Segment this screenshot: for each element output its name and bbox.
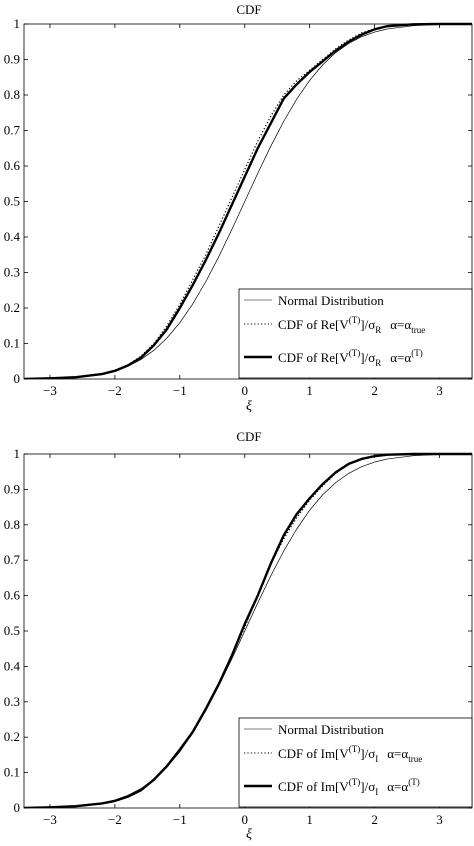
y-tick-label: 0.2 [4, 729, 20, 744]
x-tick-label: 3 [436, 383, 443, 398]
legend-label-normal: Normal Distribution [278, 722, 384, 737]
chart-title: CDF [236, 2, 261, 17]
x-tick-label: −2 [108, 383, 122, 398]
legend-label-normal: Normal Distribution [278, 293, 384, 308]
y-tick-label: 0.8 [4, 87, 20, 102]
y-tick-label: 0.9 [4, 52, 20, 67]
plot-area: −3 −2 −1 0 1 2 3 0 0.1 0.2 0.3 0.4 0.5 0.6 0.7 0.8 0.9 1 [4, 16, 473, 398]
y-tick-label: 0.6 [4, 588, 21, 603]
x-axis-label: ξ [246, 827, 252, 842]
y-tick-label: 0 [14, 371, 21, 386]
x-tick-label: 3 [436, 812, 443, 827]
y-tick-label: 0.3 [4, 265, 20, 280]
x-tick-label: 0 [242, 812, 249, 827]
legend-box [238, 288, 473, 379]
y-tick-label: 0.5 [4, 623, 20, 638]
x-tick-label: 1 [306, 383, 313, 398]
y-tick-label: 0.9 [4, 481, 20, 496]
y-tick-label: 0.7 [4, 123, 21, 138]
y-tick-label: 0.2 [4, 300, 20, 315]
series-line-estimated-alpha [24, 22, 472, 379]
legend: Normal Distribution CDF of Im[V(T)]/σI α=… [238, 717, 473, 808]
y-tick-label: 0.1 [4, 336, 20, 351]
x-tick-label: 1 [306, 812, 313, 827]
y-tick-label: 0 [14, 800, 21, 815]
y-tick-label: 0.4 [4, 658, 21, 673]
legend-box [238, 717, 473, 808]
x-tick-label: −3 [43, 812, 57, 827]
series-line-estimated-alpha [24, 452, 472, 808]
legend-label-estimated: CDF of Re[V(T)]/σR α=α(T) [278, 348, 423, 368]
y-tick-label: 0.6 [4, 158, 21, 173]
plot-area: −3 −2 −1 0 1 2 3 0 0.1 0.2 0.3 0.4 0.5 0.6 0.7 0.8 0.9 1 [4, 446, 473, 827]
y-tick-label: 1 [14, 16, 21, 31]
legend-label-estimated: CDF of Im[V(T)]/σI α=α(T) [278, 777, 420, 797]
chart-title: CDF [236, 429, 261, 444]
x-tick-label: 2 [371, 812, 378, 827]
y-tick-label: 0.3 [4, 694, 20, 709]
x-tick-label: −1 [173, 812, 187, 827]
legend-label-true: CDF of Im[V(T)]/σI α=αtrue [278, 744, 422, 764]
y-tick-label: 0.5 [4, 194, 20, 209]
panel-top: CDF −3 −2 −1 0 1 2 3 0 0.1 0.2 0.3 0.4 0.5 0.6 0.7 0.8 0… [4, 2, 473, 414]
y-tick-label: 0.8 [4, 517, 20, 532]
legend: Normal Distribution CDF of Re[V(T)]/σR α=… [238, 288, 473, 379]
x-tick-label: −1 [173, 383, 187, 398]
x-tick-label: −2 [108, 812, 122, 827]
y-tick-label: 0.4 [4, 229, 21, 244]
legend-label-true: CDF of Re[V(T)]/σR α=αtrue [278, 315, 425, 335]
y-tick-label: 1 [14, 446, 21, 461]
x-tick-label: 0 [242, 383, 249, 398]
x-tick-label: 2 [371, 383, 378, 398]
x-tick-label: −3 [43, 383, 57, 398]
x-axis-label: ξ [246, 399, 252, 414]
panel-bottom: CDF −3 −2 −1 0 1 2 3 0 0.1 0.2 0.3 0.4 0.5 0.6 0.7 0.8 0… [4, 429, 473, 842]
y-tick-label: 0.1 [4, 765, 20, 780]
y-tick-label: 0.7 [4, 552, 21, 567]
